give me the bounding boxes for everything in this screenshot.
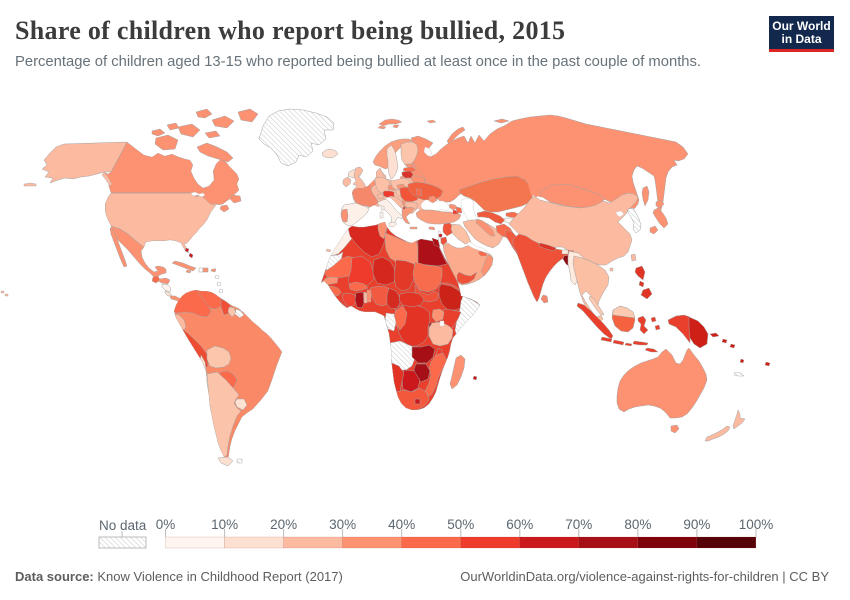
svg-text:70%: 70% — [565, 517, 592, 532]
svg-text:100%: 100% — [739, 517, 774, 532]
svg-text:30%: 30% — [329, 517, 356, 532]
svg-text:0%: 0% — [156, 517, 176, 532]
svg-text:90%: 90% — [683, 517, 710, 532]
svg-text:80%: 80% — [624, 517, 651, 532]
svg-text:60%: 60% — [506, 517, 533, 532]
svg-text:10%: 10% — [211, 517, 238, 532]
svg-text:20%: 20% — [270, 517, 297, 532]
svg-text:40%: 40% — [388, 517, 415, 532]
svg-text:50%: 50% — [447, 517, 474, 532]
